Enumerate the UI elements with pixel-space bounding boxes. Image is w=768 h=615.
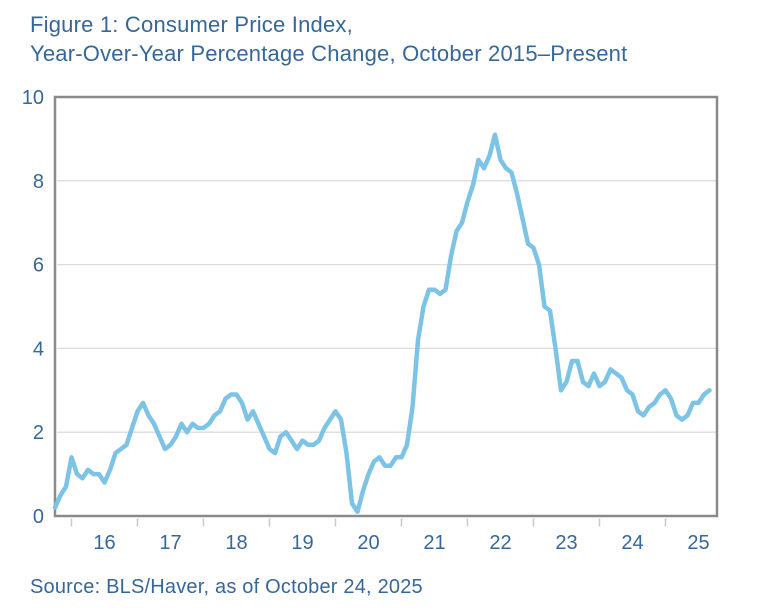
chart-frame [53, 95, 719, 518]
figure-title-line1: Figure 1: Consumer Price Index, [30, 12, 353, 37]
x-axis-tick-label: 25 [687, 532, 709, 554]
y-axis-tick-label: 2 [33, 422, 44, 444]
figure-title: Figure 1: Consumer Price Index, Year-Ove… [30, 10, 627, 68]
y-axis-tick-label: 6 [33, 255, 44, 277]
x-axis-tick-label: 24 [621, 532, 643, 554]
cpi-series-line [52, 132, 712, 515]
source-note: Source: BLS/Haver, as of October 24, 202… [30, 576, 423, 598]
x-axis-tick-label: 22 [489, 532, 511, 554]
y-axis-tick-label: 4 [33, 338, 44, 360]
x-axis-tick-label: 16 [93, 532, 115, 554]
y-axis-tick-label: 0 [33, 506, 44, 528]
x-axis-tick-label: 18 [225, 532, 247, 554]
x-axis-tick-label: 20 [357, 532, 379, 554]
x-axis-tick-label: 19 [291, 532, 313, 554]
figure-title-line2: Year-Over-Year Percentage Change, Octobe… [30, 41, 628, 66]
x-axis-tick-label: 21 [423, 532, 445, 554]
x-axis-tick-label: 17 [159, 532, 181, 554]
y-axis-tick-label: 8 [33, 171, 44, 193]
y-axis-tick-label: 10 [22, 87, 44, 109]
x-axis-tick-label: 23 [555, 532, 577, 554]
